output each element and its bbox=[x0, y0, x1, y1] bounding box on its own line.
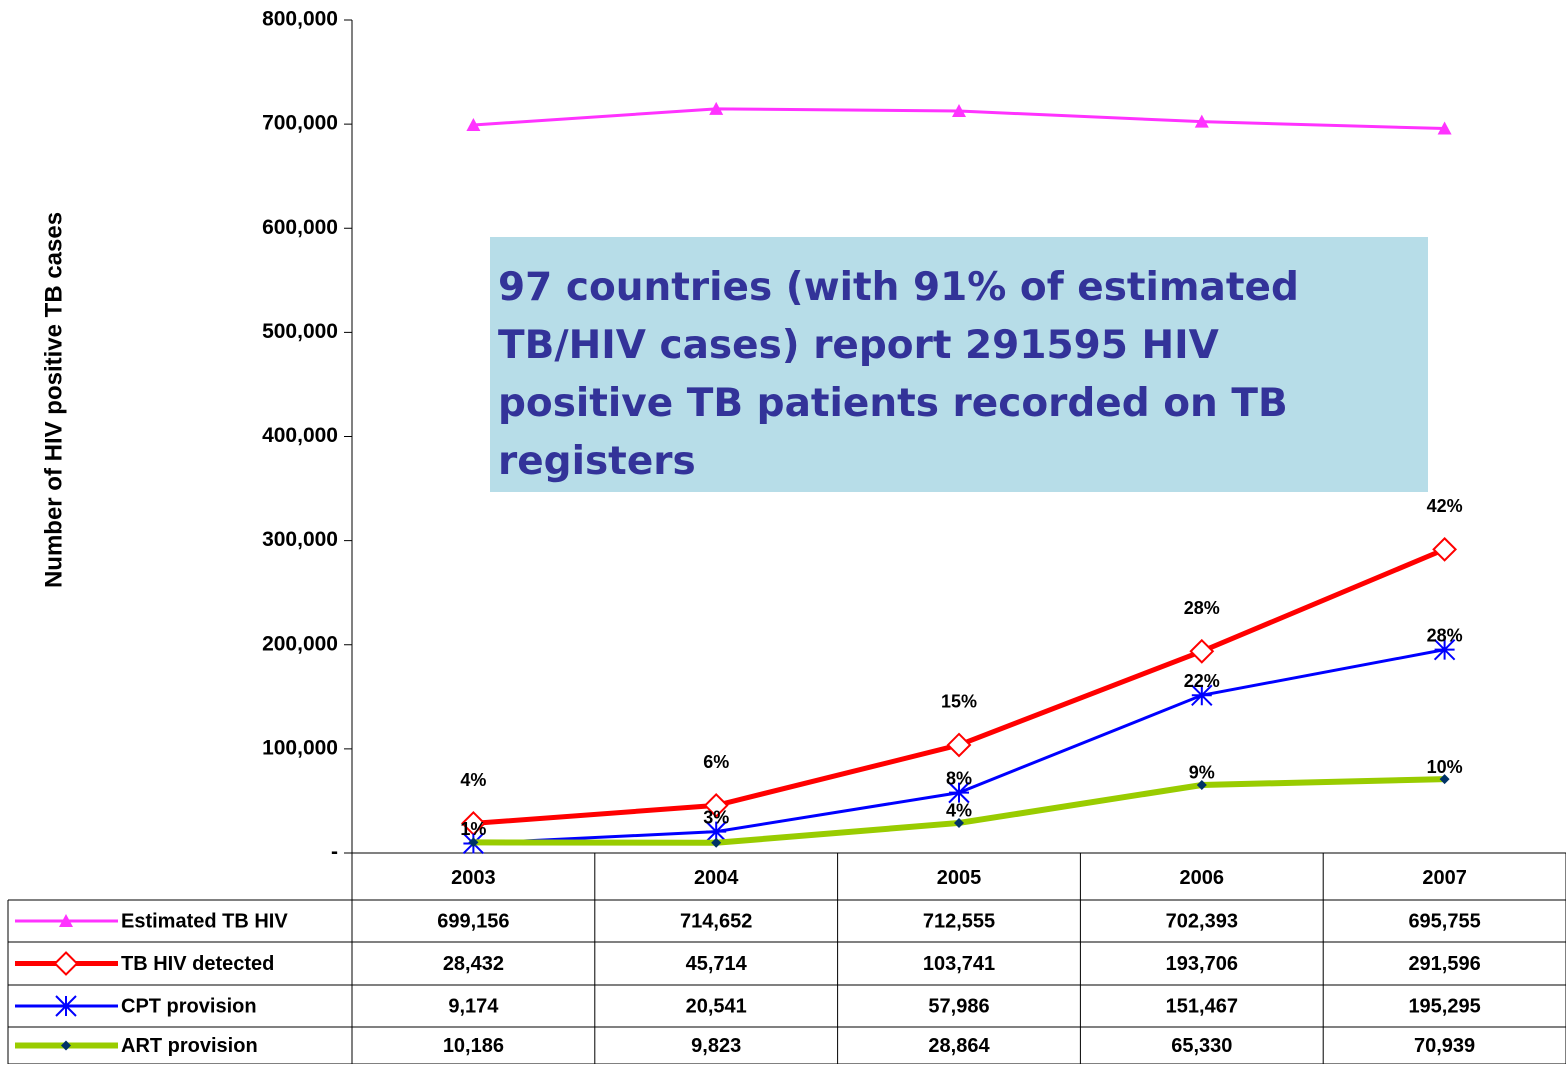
marker bbox=[1437, 121, 1452, 135]
marker bbox=[1433, 638, 1456, 661]
marker bbox=[466, 118, 481, 132]
table-cell: 714,652 bbox=[680, 910, 752, 932]
percent-label: 4% bbox=[460, 770, 486, 790]
x-tick-label: 2004 bbox=[694, 867, 739, 889]
table-cell: 9,823 bbox=[691, 1035, 741, 1057]
marker bbox=[1439, 774, 1450, 785]
marker bbox=[952, 104, 966, 118]
percent-label: 28% bbox=[1427, 625, 1463, 645]
table-cell: 10,186 bbox=[443, 1035, 504, 1057]
legend-label: TB HIV detected bbox=[121, 953, 274, 975]
annotation-text: TB/HIV cases) report 291595 HIV bbox=[498, 323, 1219, 368]
table-cell: 291,596 bbox=[1408, 953, 1480, 975]
table-cell: 193,706 bbox=[1166, 953, 1238, 975]
marker bbox=[709, 101, 724, 115]
marker bbox=[705, 820, 727, 843]
table-cell: 20,541 bbox=[686, 995, 747, 1017]
marker bbox=[946, 732, 972, 758]
legend-marker bbox=[53, 951, 79, 976]
percent-label: 8% bbox=[946, 768, 972, 788]
marker bbox=[468, 837, 479, 848]
marker bbox=[1191, 684, 1213, 706]
table-cell: 9,174 bbox=[448, 995, 499, 1017]
y-tick-label: 100,000 bbox=[262, 736, 338, 759]
percent-label: 1% bbox=[460, 819, 486, 839]
table-cell: 28,432 bbox=[443, 953, 504, 975]
y-tick-label: 700,000 bbox=[262, 112, 338, 135]
series bbox=[468, 774, 1450, 848]
table-cell: 195,295 bbox=[1408, 995, 1480, 1017]
percent-label: 42% bbox=[1427, 496, 1463, 516]
y-tick-label: 400,000 bbox=[262, 424, 338, 447]
annotation-text: registers bbox=[498, 439, 696, 484]
x-tick-label: 2005 bbox=[937, 867, 982, 889]
percent-label: 28% bbox=[1184, 598, 1220, 618]
annotation-text: 97 countries (with 91% of estimated bbox=[498, 265, 1299, 310]
x-tick-label: 2003 bbox=[451, 867, 496, 889]
y-tick-label: 600,000 bbox=[262, 216, 338, 239]
percent-label: 6% bbox=[703, 752, 729, 772]
table-cell: 103,741 bbox=[923, 953, 995, 975]
marker bbox=[711, 837, 722, 848]
table-cell: 151,467 bbox=[1166, 995, 1238, 1017]
table-cell: 702,393 bbox=[1166, 910, 1238, 932]
legend-label: Estimated TB HIV bbox=[121, 910, 288, 932]
table-cell: 65,330 bbox=[1171, 1035, 1232, 1057]
percent-label: 9% bbox=[1189, 763, 1215, 783]
x-tick-label: 2007 bbox=[1422, 867, 1467, 889]
table-cell: 699,156 bbox=[437, 910, 509, 932]
y-tick-label: 300,000 bbox=[262, 528, 338, 551]
percent-label: 10% bbox=[1427, 757, 1463, 777]
series bbox=[466, 101, 1452, 135]
marker bbox=[1194, 114, 1209, 128]
table-cell: 712,555 bbox=[923, 910, 995, 932]
legend-label: ART provision bbox=[121, 1035, 258, 1057]
percent-label: 15% bbox=[941, 692, 977, 712]
annotation-box bbox=[490, 237, 1428, 492]
table-cell: 695,755 bbox=[1408, 910, 1480, 932]
y-axis-title: Number of HIV positive TB cases bbox=[40, 212, 67, 588]
y-tick-label: 200,000 bbox=[262, 632, 338, 655]
y-tick-label: 800,000 bbox=[262, 8, 338, 31]
marker bbox=[954, 817, 964, 828]
legend-marker bbox=[55, 995, 77, 1017]
percent-label: 3% bbox=[703, 807, 729, 827]
legend-label: CPT provision bbox=[121, 995, 257, 1017]
table-cell: 45,714 bbox=[686, 953, 748, 975]
marker bbox=[1189, 638, 1215, 664]
percent-label: 4% bbox=[946, 801, 972, 821]
marker bbox=[1432, 536, 1458, 562]
x-tick-label: 2006 bbox=[1180, 867, 1225, 889]
annotation-text: positive TB patients recorded on TB bbox=[498, 381, 1288, 426]
marker bbox=[703, 792, 729, 818]
y-tick-label: 500,000 bbox=[262, 320, 338, 343]
table-cell: 57,986 bbox=[928, 995, 989, 1017]
series bbox=[460, 536, 1458, 836]
percent-label: 22% bbox=[1184, 671, 1220, 691]
table-cell: 70,939 bbox=[1414, 1035, 1475, 1057]
legend-marker bbox=[59, 914, 73, 927]
table-cell: 28,864 bbox=[928, 1035, 990, 1057]
legend-marker bbox=[61, 1040, 71, 1051]
y-tick-label: - bbox=[331, 841, 338, 864]
marker bbox=[1196, 779, 1207, 790]
marker bbox=[948, 781, 970, 804]
